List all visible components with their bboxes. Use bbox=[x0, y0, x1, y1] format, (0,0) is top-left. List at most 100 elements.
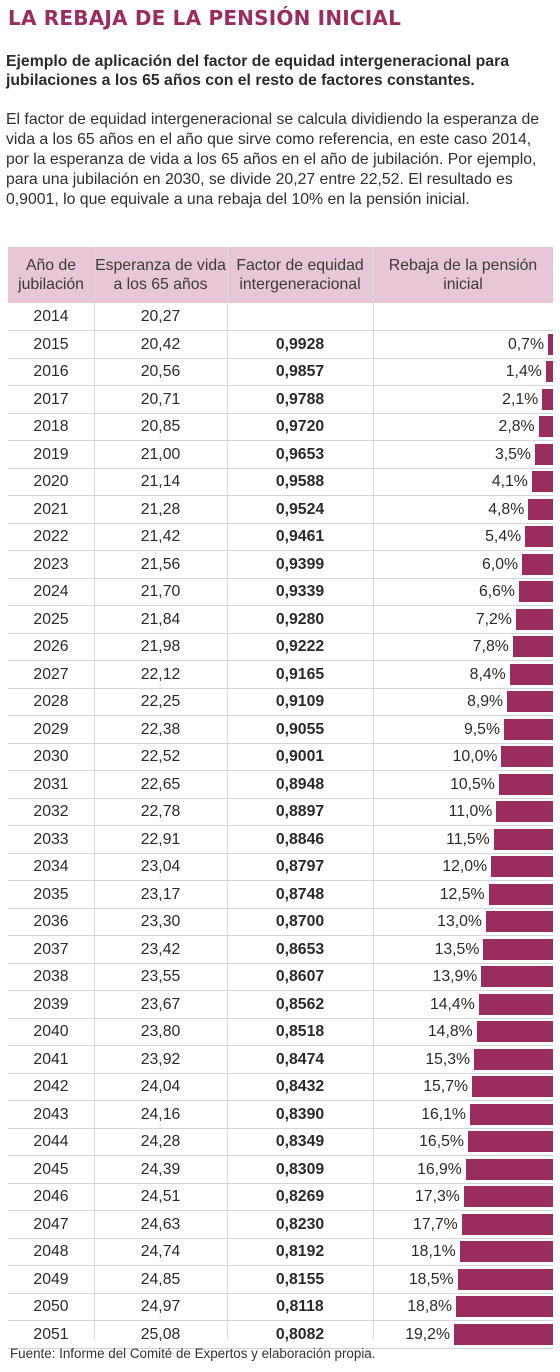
table-row: 2019 21,00 0,9653 3,5% bbox=[8, 441, 553, 469]
cell-year: 2029 bbox=[33, 720, 69, 738]
cell-life-expectancy: 22,38 bbox=[140, 720, 181, 738]
cell-year: 2015 bbox=[33, 335, 69, 353]
cell-life-expectancy: 22,65 bbox=[140, 775, 181, 793]
table-row: 2034 23,04 0,8797 12,0% bbox=[8, 853, 553, 881]
pension-cut-bar bbox=[542, 388, 553, 410]
cell-life-expectancy: 20,56 bbox=[140, 363, 181, 380]
pension-cut-bar bbox=[522, 553, 553, 575]
cell-year: 2043 bbox=[33, 1105, 69, 1123]
pension-cut-bar bbox=[478, 993, 553, 1015]
pension-cut-bar bbox=[456, 1296, 553, 1317]
cell-year: 2027 bbox=[33, 665, 69, 683]
pension-cut-bar bbox=[454, 1323, 553, 1345]
cell-life-expectancy: 24,28 bbox=[140, 1133, 181, 1150]
pension-cut-label: 12,0% bbox=[442, 858, 488, 875]
table-row: 2045 24,39 0,8309 16,9% bbox=[8, 1156, 553, 1184]
table-row: 2020 21,14 0,9588 4,1% bbox=[8, 468, 553, 496]
cell-year: 2031 bbox=[33, 775, 69, 793]
pension-cut-label: 16,1% bbox=[421, 1105, 466, 1123]
cell-life-expectancy: 25,08 bbox=[140, 1325, 181, 1343]
pension-cut-label: 16,5% bbox=[419, 1133, 464, 1150]
cell-life-expectancy: 24,04 bbox=[140, 1078, 181, 1095]
table-row: 2021 21,28 0,9524 4,8% bbox=[8, 496, 553, 524]
pension-cut-bar bbox=[496, 801, 553, 822]
cell-equity-factor: 0,8155 bbox=[275, 1270, 325, 1288]
cell-year: 2017 bbox=[33, 390, 69, 408]
pension-cut-bar bbox=[491, 856, 553, 877]
source-note: Fuente: Informe del Comité de Expertos y… bbox=[10, 1346, 376, 1361]
header-life-expectancy: Esperanza de vida a los 65 años bbox=[95, 257, 226, 293]
pension-cut-bar bbox=[518, 581, 553, 602]
cell-life-expectancy: 24,63 bbox=[140, 1215, 181, 1233]
cell-life-expectancy: 21,84 bbox=[140, 610, 181, 628]
cell-year: 2024 bbox=[33, 583, 69, 600]
cell-life-expectancy: 20,42 bbox=[140, 335, 181, 353]
cell-equity-factor: 0,8192 bbox=[275, 1243, 325, 1260]
cell-life-expectancy: 20,71 bbox=[140, 390, 181, 408]
pension-cut-label: 5,4% bbox=[485, 528, 522, 545]
cell-life-expectancy: 23,04 bbox=[140, 858, 181, 875]
pension-cut-bar bbox=[538, 416, 553, 437]
pension-cut-bar bbox=[534, 443, 553, 465]
cell-equity-factor: 0,8948 bbox=[275, 775, 325, 793]
cell-equity-factor: 0,8748 bbox=[275, 885, 325, 903]
pension-cut-label: 7,8% bbox=[472, 638, 509, 655]
cell-life-expectancy: 24,51 bbox=[140, 1188, 181, 1205]
cell-equity-factor: 0,8390 bbox=[275, 1105, 325, 1123]
pension-cut-label: 17,7% bbox=[412, 1215, 458, 1233]
cell-life-expectancy: 21,98 bbox=[140, 638, 181, 655]
pension-cut-label: 14,8% bbox=[427, 1023, 473, 1040]
pension-cut-label: 11,5% bbox=[446, 830, 490, 848]
table-row: 2037 23,42 0,8653 13,5% bbox=[8, 936, 553, 964]
cell-equity-factor: 0,8474 bbox=[275, 1050, 325, 1068]
pension-cut-label: 11,0% bbox=[448, 803, 493, 820]
pension-cut-bar bbox=[548, 333, 553, 355]
cell-equity-factor bbox=[227, 303, 373, 330]
table-row: 2031 22,65 0,8948 10,5% bbox=[8, 771, 553, 799]
table-row: 2039 23,67 0,8562 14,4% bbox=[8, 991, 553, 1019]
cell-equity-factor: 0,8562 bbox=[275, 995, 325, 1013]
table-row: 2022 21,42 0,9461 5,4% bbox=[8, 523, 553, 551]
description: El factor de equidad intergeneracional s… bbox=[6, 111, 540, 208]
cell-life-expectancy: 23,67 bbox=[140, 995, 181, 1013]
table-row: 2047 24,63 0,8230 17,7% bbox=[8, 1211, 553, 1239]
pension-cut-bar bbox=[467, 1131, 553, 1152]
cell-life-expectancy: 22,25 bbox=[140, 693, 181, 710]
cell-year: 2026 bbox=[33, 638, 69, 655]
table-row: 2046 24,51 0,8269 17,3% bbox=[8, 1183, 553, 1211]
cell-life-expectancy: 20,85 bbox=[140, 418, 181, 435]
cell-life-expectancy: 21,70 bbox=[140, 583, 181, 600]
cell-life-expectancy: 24,97 bbox=[140, 1298, 181, 1315]
pension-cut-label: 14,4% bbox=[429, 995, 475, 1013]
column-divider bbox=[94, 247, 95, 1339]
header-year: Año de jubilación bbox=[18, 257, 84, 293]
cell-equity-factor: 0,9524 bbox=[275, 500, 325, 518]
table-row: 2030 22,52 0,9001 10,0% bbox=[8, 743, 553, 771]
cell-year: 2040 bbox=[33, 1023, 69, 1040]
table-row: 2041 23,92 0,8474 15,3% bbox=[8, 1046, 553, 1074]
table-row: 2025 21,84 0,9280 7,2% bbox=[8, 606, 553, 634]
cell-equity-factor: 0,9653 bbox=[275, 445, 325, 463]
table-row: 2015 20,42 0,9928 0,7% bbox=[8, 331, 553, 359]
cell-equity-factor: 0,9339 bbox=[275, 583, 325, 600]
cell-year: 2039 bbox=[33, 995, 69, 1013]
pension-cut-bar bbox=[481, 966, 553, 987]
cell-life-expectancy: 21,00 bbox=[140, 445, 181, 463]
table-row: 2044 24,28 0,8349 16,5% bbox=[8, 1128, 553, 1156]
cell-equity-factor: 0,9928 bbox=[275, 335, 325, 353]
cell-year: 2050 bbox=[33, 1298, 69, 1315]
pension-cut-label: 0,7% bbox=[507, 335, 544, 353]
cell-year: 2014 bbox=[33, 308, 69, 325]
cell-equity-factor: 0,8518 bbox=[275, 1023, 325, 1040]
table-row: 2038 23,55 0,8607 13,9% bbox=[8, 963, 553, 991]
pension-cut-label: 2,1% bbox=[502, 390, 539, 408]
table-row: 2043 24,16 0,8390 16,1% bbox=[8, 1101, 553, 1129]
pension-cut-label: 10,5% bbox=[450, 775, 495, 793]
pension-cut-bar bbox=[459, 1241, 553, 1262]
pension-cut-bar bbox=[474, 1048, 553, 1070]
cell-equity-factor: 0,8897 bbox=[275, 803, 325, 820]
pension-cut-bar bbox=[483, 938, 553, 960]
cell-year: 2025 bbox=[33, 610, 69, 628]
cell-equity-factor: 0,8653 bbox=[275, 940, 325, 958]
pension-cut-label: 1,4% bbox=[505, 363, 542, 380]
